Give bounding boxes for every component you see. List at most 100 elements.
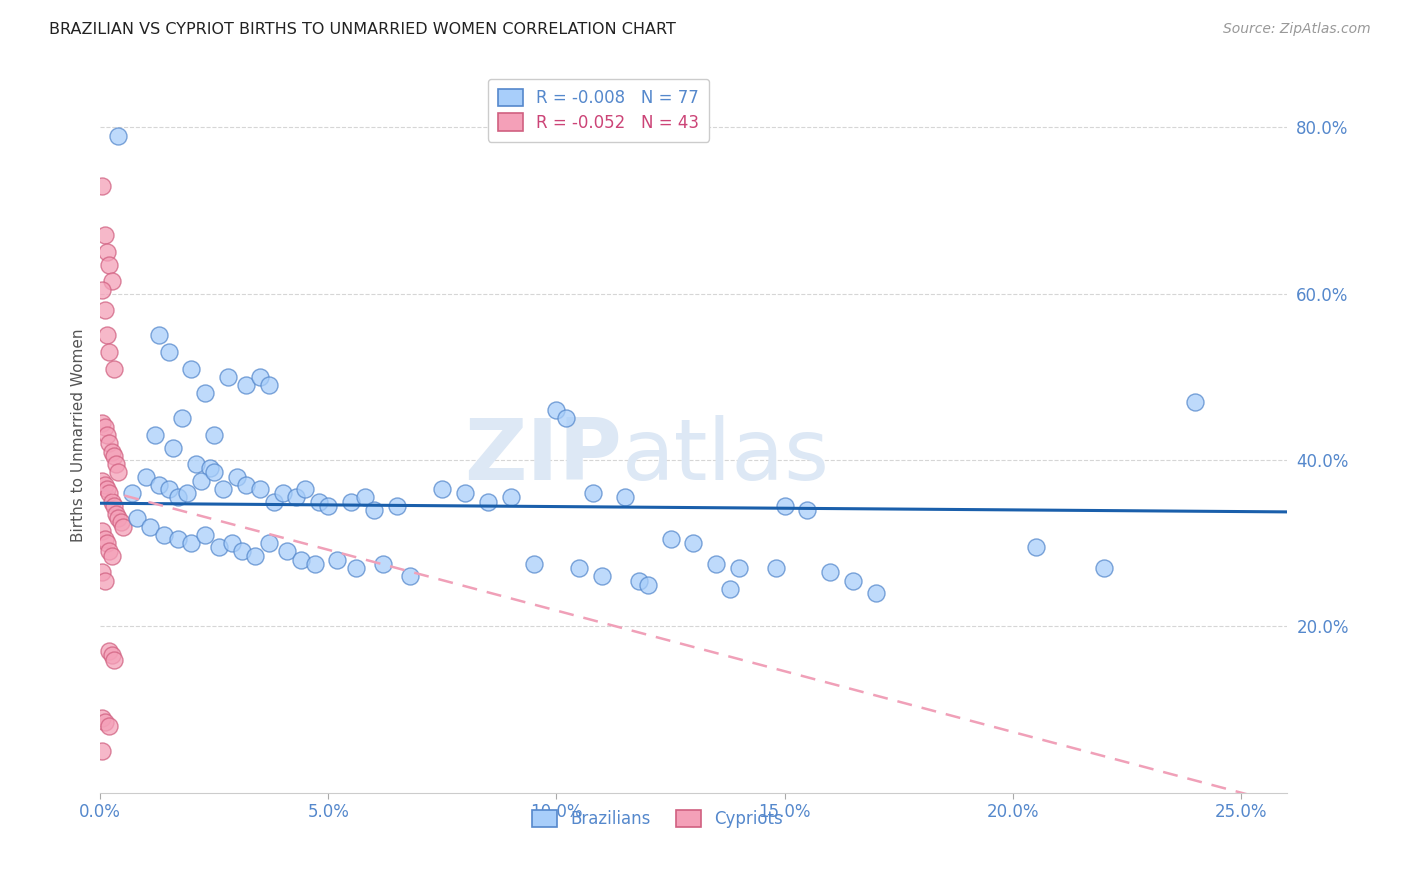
Point [202, 466, 225, 480]
Point [316, 499, 339, 513]
Point [226, 469, 249, 483]
Point [276, 544, 298, 558]
Point [98, 258, 121, 272]
Point [96, 245, 118, 260]
Point [344, 561, 367, 575]
Point [682, 536, 704, 550]
Point [96, 328, 118, 343]
Point [107, 128, 129, 143]
Point [523, 557, 546, 571]
Point [582, 486, 605, 500]
Point [499, 491, 522, 505]
Point [100, 444, 122, 458]
Point [477, 494, 499, 508]
Point [153, 528, 176, 542]
Point [546, 403, 568, 417]
Point [148, 478, 170, 492]
Point [363, 503, 385, 517]
Point [91, 711, 114, 725]
Point [166, 491, 188, 505]
Point [399, 569, 422, 583]
Point [773, 499, 796, 513]
Point [100, 274, 122, 288]
Point [157, 344, 180, 359]
Point [157, 482, 180, 496]
Point [1025, 541, 1047, 555]
Point [1092, 561, 1115, 575]
Point [271, 486, 294, 500]
Point [765, 561, 787, 575]
Point [554, 411, 576, 425]
Point [91, 416, 114, 430]
Point [105, 457, 128, 471]
Point [98, 644, 121, 658]
Point [217, 369, 239, 384]
Point [111, 519, 134, 533]
Point [432, 482, 454, 496]
Point [198, 461, 221, 475]
Point [190, 474, 212, 488]
Point [591, 569, 613, 583]
Point [194, 528, 217, 542]
Point [637, 578, 659, 592]
Point [93, 478, 115, 492]
Point [91, 283, 114, 297]
Point [728, 561, 751, 575]
Point [308, 494, 330, 508]
Point [613, 491, 636, 505]
Point [385, 499, 408, 513]
Point [103, 652, 125, 666]
Point [290, 553, 312, 567]
Point [245, 549, 267, 563]
Point [96, 428, 118, 442]
Point [125, 511, 148, 525]
Point [221, 536, 243, 550]
Point [180, 536, 202, 550]
Point [235, 378, 257, 392]
Point [98, 344, 121, 359]
Point [135, 469, 157, 483]
Point [371, 557, 394, 571]
Point [184, 457, 207, 471]
Point [103, 449, 125, 463]
Point [100, 549, 122, 563]
Point [139, 519, 162, 533]
Point [91, 744, 114, 758]
Point [93, 228, 115, 243]
Point [353, 491, 375, 505]
Legend: Brazilians, Cypriots: Brazilians, Cypriots [526, 803, 790, 834]
Point [105, 507, 128, 521]
Point [91, 178, 114, 193]
Y-axis label: Births to Unmarried Women: Births to Unmarried Women [72, 328, 86, 541]
Point [96, 536, 118, 550]
Point [704, 557, 727, 571]
Point [454, 486, 477, 500]
Point [96, 482, 118, 496]
Text: BRAZILIAN VS CYPRIOT BIRTHS TO UNMARRIED WOMEN CORRELATION CHART: BRAZILIAN VS CYPRIOT BIRTHS TO UNMARRIED… [49, 22, 676, 37]
Point [627, 574, 650, 588]
Point [93, 574, 115, 588]
Point [176, 486, 198, 500]
Point [98, 719, 121, 733]
Point [820, 566, 842, 580]
Point [98, 544, 121, 558]
Point [718, 582, 741, 596]
Point [304, 557, 326, 571]
Point [107, 511, 129, 525]
Point [257, 378, 280, 392]
Point [100, 648, 122, 663]
Point [659, 532, 682, 546]
Point [263, 494, 285, 508]
Point [180, 361, 202, 376]
Point [212, 482, 235, 496]
Text: ZIP: ZIP [464, 415, 623, 498]
Point [107, 466, 129, 480]
Text: atlas: atlas [623, 415, 830, 498]
Text: Source: ZipAtlas.com: Source: ZipAtlas.com [1223, 22, 1371, 37]
Point [231, 544, 253, 558]
Point [103, 361, 125, 376]
Point [103, 499, 125, 513]
Point [91, 524, 114, 538]
Point [162, 441, 184, 455]
Point [121, 486, 143, 500]
